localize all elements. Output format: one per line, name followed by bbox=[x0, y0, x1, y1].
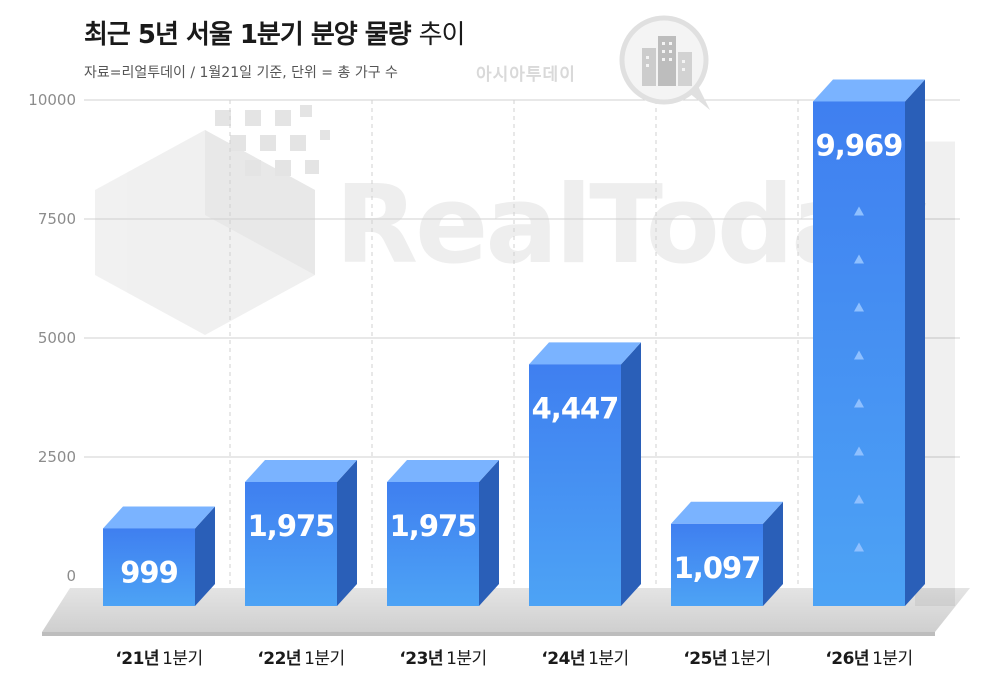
y-tick-label: 5000 bbox=[38, 329, 76, 347]
x-tick-label: ‘25년 1분기 bbox=[683, 649, 770, 669]
bar-side bbox=[479, 459, 499, 606]
bar-top bbox=[671, 501, 783, 524]
bar-top bbox=[245, 459, 357, 482]
bar-top bbox=[813, 79, 925, 102]
bar: 1,975 bbox=[245, 459, 357, 606]
up-arrow-icon bbox=[854, 494, 864, 504]
bar-side bbox=[621, 342, 641, 606]
bar: 1,975 bbox=[387, 459, 499, 606]
bar-side bbox=[337, 459, 357, 606]
chart-floor-edge bbox=[42, 632, 935, 636]
x-tick-label: ‘24년 1분기 bbox=[541, 649, 628, 669]
bar-front bbox=[529, 364, 621, 606]
bars: 999 1,975 1,975 4,447 1,097 9,969 bbox=[103, 79, 955, 607]
bar-value-label: 4,447 bbox=[532, 391, 619, 425]
bar-value-label: 1,097 bbox=[674, 551, 761, 585]
bar-side bbox=[763, 501, 783, 606]
up-arrow-icon bbox=[854, 350, 864, 360]
bar: 4,447 bbox=[529, 342, 641, 606]
bar: 1,097 bbox=[671, 501, 783, 606]
x-tick-label: ‘21년 1분기 bbox=[115, 649, 202, 669]
bar-side bbox=[905, 79, 925, 607]
source-note: 자료=리얼투데이 / 1월21일 기준, 단위 = 총 가구 수 bbox=[84, 65, 398, 81]
y-tick-label: 10000 bbox=[28, 91, 76, 109]
bar-front bbox=[387, 481, 479, 606]
realtoday-logo-icon bbox=[95, 105, 330, 335]
publisher-logo-text: 아시아투데이 bbox=[476, 65, 576, 85]
building-logo-icon bbox=[619, 15, 710, 110]
title-bold: 최근 5년 서울 1분기 분양 물량 bbox=[84, 20, 412, 50]
x-tick-label: ‘26년 1분기 bbox=[825, 649, 912, 669]
x-axis: ‘21년 1분기 ‘22년 1분기 ‘23년 1분기 ‘24년 1분기 ‘25년 1분기 ‘26년 1… bbox=[115, 649, 913, 669]
up-arrow-icon bbox=[854, 254, 864, 264]
bar-top bbox=[103, 506, 215, 529]
bar-top bbox=[387, 459, 499, 482]
y-tick-label: 7500 bbox=[38, 210, 76, 228]
x-tick-label: ‘22년 1분기 bbox=[257, 649, 344, 669]
up-arrow-icon bbox=[854, 398, 864, 408]
watermark: RealToday bbox=[95, 105, 930, 335]
up-arrow-icon bbox=[854, 206, 864, 216]
y-axis: 0 2500 5000 7500 10000 bbox=[28, 91, 76, 585]
page-title: 최근 5년 서울 1분기 분양 물량 추이 bbox=[84, 14, 466, 51]
bar-value-label: 1,975 bbox=[248, 509, 335, 543]
up-arrow-icon bbox=[854, 302, 864, 312]
y-tick-label: 0 bbox=[66, 567, 76, 585]
bar-value-label: 1,975 bbox=[390, 509, 477, 543]
bar-front bbox=[103, 528, 195, 606]
x-tick-label: ‘23년 1분기 bbox=[399, 649, 486, 669]
bar-value-label: 999 bbox=[120, 555, 178, 589]
bar: 9,969 bbox=[813, 79, 955, 607]
y-tick-label: 2500 bbox=[38, 448, 76, 466]
title-light: 추이 bbox=[418, 20, 466, 50]
up-arrow-icon bbox=[854, 446, 864, 456]
bar-front bbox=[671, 523, 763, 606]
up-arrow-icon bbox=[854, 542, 864, 552]
bar-value-label: 9,969 bbox=[816, 128, 903, 162]
bar: 999 bbox=[103, 506, 215, 606]
bar-front bbox=[245, 481, 337, 606]
bar-top bbox=[529, 342, 641, 365]
bar-side bbox=[195, 506, 215, 606]
